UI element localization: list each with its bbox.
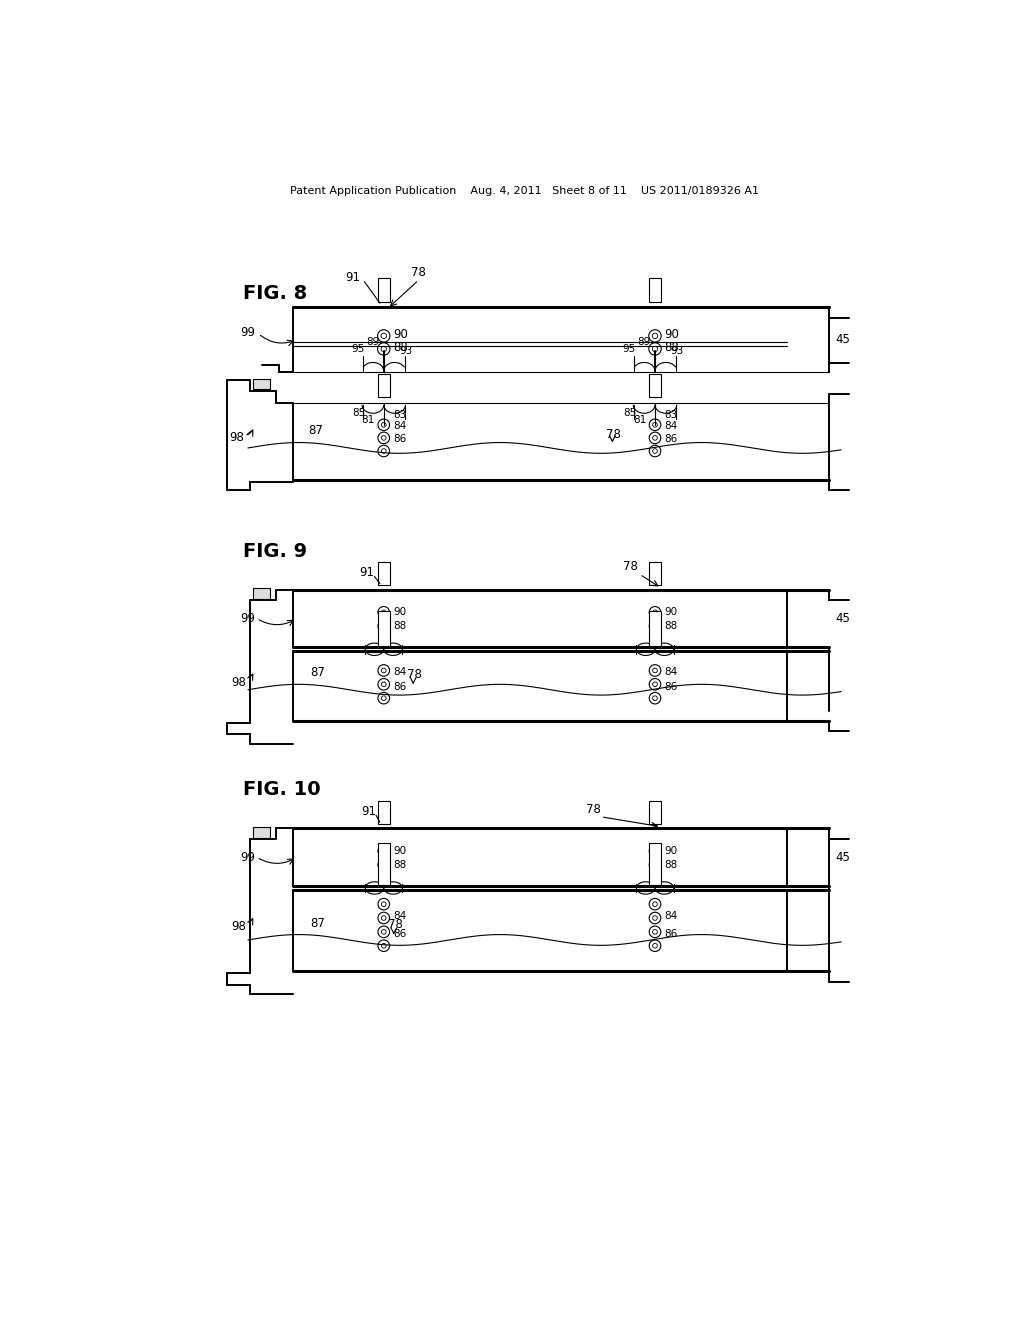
Text: 99: 99 [241,850,256,863]
Text: 88: 88 [393,622,407,631]
Text: Patent Application Publication    Aug. 4, 2011   Sheet 8 of 11    US 2011/018932: Patent Application Publication Aug. 4, 2… [290,186,760,195]
Text: 84: 84 [665,667,678,677]
Text: 78: 78 [606,428,622,441]
Bar [253,826,270,838]
Text: 85: 85 [352,408,366,417]
Text: 90: 90 [393,607,407,618]
Text: 88: 88 [665,859,678,870]
Text: FIG. 10: FIG. 10 [243,780,321,800]
Text: 84: 84 [393,912,407,921]
Bar [649,800,662,824]
Bar [378,562,390,585]
Text: 86: 86 [665,929,678,939]
Text: 83: 83 [665,409,678,420]
Text: 88: 88 [665,622,678,631]
Text: 88: 88 [393,859,407,870]
Bar [649,843,662,886]
Text: 84: 84 [393,667,407,677]
Text: 78: 78 [388,917,402,931]
Bar [649,374,662,397]
Text: 78: 78 [411,265,426,279]
Text: 99: 99 [241,612,256,624]
Text: 93: 93 [671,346,684,356]
Text: 91: 91 [360,805,376,818]
Text: 86: 86 [393,682,407,693]
Bar [649,611,662,647]
Text: 45: 45 [836,850,851,863]
Text: 87: 87 [310,667,326,680]
Text: 89: 89 [367,337,380,347]
Bar [253,589,270,599]
Text: 98: 98 [229,432,244,445]
Text: 88: 88 [665,341,679,354]
Bar [378,277,390,302]
Text: FIG. 9: FIG. 9 [243,541,307,561]
Bar [253,379,270,389]
Text: 93: 93 [399,346,413,356]
Bar [378,843,390,886]
Text: 99: 99 [241,326,256,338]
Text: 90: 90 [665,846,678,855]
Text: 84: 84 [665,912,678,921]
Text: 45: 45 [836,612,851,624]
Text: 78: 78 [586,803,600,816]
Text: 84: 84 [665,421,678,432]
Text: 88: 88 [393,341,408,354]
Text: 91: 91 [345,271,360,284]
Text: 90: 90 [665,607,678,618]
Bar [649,277,662,302]
Text: 90: 90 [393,327,408,341]
Text: 91: 91 [359,566,374,579]
Bar [378,611,390,647]
Text: 87: 87 [308,425,323,437]
Text: 86: 86 [665,682,678,693]
Text: 86: 86 [665,434,678,445]
Text: 90: 90 [665,327,679,341]
Text: 81: 81 [633,416,646,425]
Text: 78: 78 [623,560,638,573]
Text: 95: 95 [351,345,365,354]
Text: 78: 78 [408,668,422,681]
Text: 81: 81 [361,416,375,425]
Text: 86: 86 [393,434,407,445]
Text: 87: 87 [310,916,326,929]
Text: 86: 86 [393,929,407,939]
Bar [378,800,390,824]
Bar [378,374,390,397]
Text: 98: 98 [231,676,246,689]
Text: 90: 90 [393,846,407,855]
Text: 85: 85 [624,408,637,417]
Text: 98: 98 [231,920,246,933]
Text: 45: 45 [836,333,851,346]
Text: 89: 89 [638,337,651,347]
Bar [649,562,662,585]
Text: 83: 83 [393,409,407,420]
Text: 95: 95 [623,345,636,354]
Text: FIG. 8: FIG. 8 [243,284,307,302]
Text: 84: 84 [393,421,407,432]
